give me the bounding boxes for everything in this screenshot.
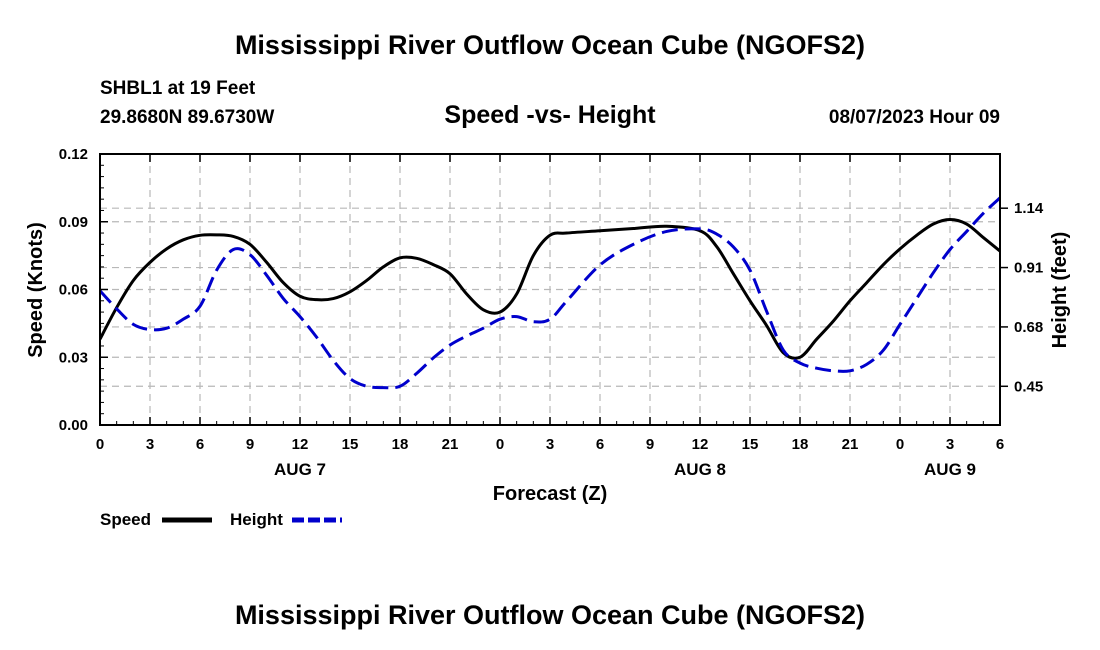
grid-layer (100, 154, 1000, 425)
y-tick-label: 0.06 (59, 282, 88, 299)
x-tick-label: 6 (596, 436, 604, 453)
x-tick-label: 12 (292, 436, 309, 453)
x-axis-label: Forecast (Z) (493, 483, 607, 505)
y-axis-label: Speed (Knots) (25, 222, 47, 358)
series-layer (100, 196, 1000, 390)
chart-subtitle: Speed -vs- Height (444, 101, 656, 129)
y2-tick-label: 0.91 (1014, 260, 1043, 277)
x-tick-label: 9 (646, 436, 654, 453)
x-tick-label: 18 (392, 436, 409, 453)
y-tick-label: 0.03 (59, 349, 88, 366)
page-title: Mississippi River Outflow Ocean Cube (NG… (234, 30, 866, 60)
legend-height-label: Height (230, 510, 283, 529)
axis-layer: 0 3 6 9 12 15 18 21 0 3 6 9 12 15 18 21 0 3 6 AUG 7 AUG 8 AUG… (59, 146, 1044, 479)
x-tick-label: 3 (146, 436, 154, 453)
legend: Speed Height (100, 510, 342, 529)
station-name: SHBL1 at 19 Feet (100, 78, 256, 99)
x-tick-label: 15 (342, 436, 359, 453)
x-tick-label: 21 (442, 436, 459, 453)
x-tick-label: 0 (496, 436, 504, 453)
station-coordinates: 29.8680N 89.6730W (100, 107, 275, 128)
x-tick-label: 3 (546, 436, 554, 453)
x-tick-label: 3 (946, 436, 954, 453)
speed-series-line (100, 217, 1000, 360)
y-tick-label: 0.00 (59, 417, 88, 434)
forecast-datetime: 08/07/2023 Hour 09 (828, 107, 1000, 128)
x-tick-label: 21 (842, 436, 859, 453)
legend-speed-label: Speed (100, 510, 151, 529)
x-tick-label: 9 (246, 436, 254, 453)
x-tick-label: 6 (996, 436, 1004, 453)
y2-tick-label: 0.68 (1014, 319, 1043, 336)
y2-tick-label: 0.45 (1014, 378, 1043, 395)
x-tick-label: 6 (196, 436, 204, 453)
y-tick-label: 0.09 (59, 214, 88, 231)
height-series-line (100, 196, 1000, 390)
x-tick-label: 0 (96, 436, 104, 453)
y2-axis-label: Height (feet) (1049, 232, 1071, 349)
x-tick-label: 0 (896, 436, 904, 453)
day-label: AUG 9 (924, 460, 976, 479)
footer-title: Mississippi River Outflow Ocean Cube (NG… (234, 600, 866, 630)
speed-height-chart: 0 3 6 9 12 15 18 21 0 3 6 9 12 15 18 21 0 3 6 AUG 7 AUG 8 AUG… (25, 146, 1071, 529)
x-tick-label: 12 (692, 436, 709, 453)
x-tick-label: 15 (742, 436, 759, 453)
y-tick-label: 0.12 (59, 146, 88, 163)
y2-tick-label: 1.14 (1014, 200, 1044, 217)
day-label: AUG 8 (674, 460, 726, 479)
day-label: AUG 7 (274, 460, 326, 479)
x-tick-label: 18 (792, 436, 809, 453)
